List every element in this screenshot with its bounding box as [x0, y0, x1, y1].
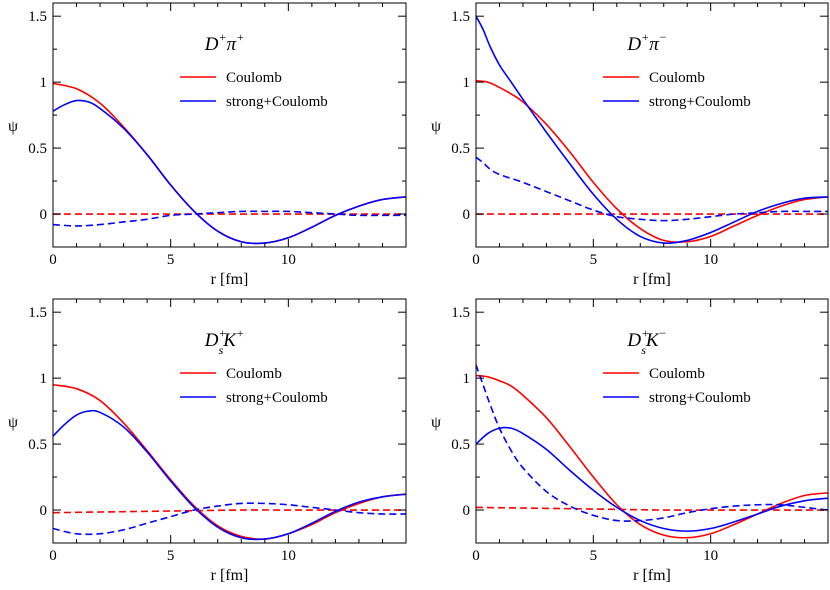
series-line-3: [476, 426, 828, 532]
title-partner-sup: +: [236, 326, 244, 340]
title-main-sub: s: [219, 343, 224, 357]
title-partner-sup: −: [659, 326, 667, 340]
series-line-4: [53, 210, 406, 227]
series-line-1: [53, 383, 406, 540]
y-tick-label: 0.5: [451, 437, 470, 453]
series-line-4: [476, 156, 828, 222]
panel-title: D+π−: [626, 30, 666, 55]
x-axis-label: r [fm]: [211, 271, 249, 288]
x-axis-label: r [fm]: [633, 271, 671, 288]
series-line-1: [476, 80, 828, 243]
x-tick-label: 10: [281, 548, 296, 564]
title-main-sup: +: [641, 326, 649, 340]
title-partner-sup: −: [659, 30, 667, 44]
plot-frame: [52, 298, 407, 544]
series-line-3: [53, 409, 406, 541]
title-partner-sup: +: [236, 30, 244, 44]
y-tick-label: 0.5: [451, 141, 470, 157]
series-line-3: [53, 99, 406, 245]
plot-frame: [475, 298, 829, 544]
x-tick-label: 10: [703, 252, 718, 268]
y-tick-label: 0: [463, 503, 471, 519]
x-tick-label: 0: [472, 252, 480, 268]
x-tick-label: 5: [590, 548, 598, 564]
title-main-sup: +: [219, 326, 227, 340]
y-tick-label: 0.5: [28, 437, 47, 453]
y-axis-label: ψ: [8, 118, 18, 135]
x-tick-label: 5: [590, 252, 598, 268]
y-axis-label: ψ: [431, 118, 441, 135]
series-group: [53, 383, 406, 541]
y-tick-label: 1: [463, 371, 471, 387]
y-tick-label: 1.5: [28, 9, 47, 25]
legend-label-strong-coulomb: strong+Coulomb: [226, 94, 328, 110]
legend-label-strong-coulomb: strong+Coulomb: [649, 94, 751, 110]
panel-2: 0 5 10 0 0.5 1 1.5 r [fm] ψ D+π− Coulomb strong+Cou…: [431, 2, 829, 288]
x-tick-label: 0: [49, 252, 57, 268]
legend-label-coulomb: Coulomb: [649, 70, 705, 86]
x-tick-label: 5: [167, 252, 175, 268]
legend-label-coulomb: Coulomb: [226, 366, 282, 382]
legend-label-coulomb: Coulomb: [226, 70, 282, 86]
panel-4: 0 5 10 0 0.5 1 1.5 r [fm] ψ D+ sK− Coulomb strong+Co…: [431, 298, 829, 584]
series-group: [53, 82, 406, 245]
title-main: D: [626, 34, 641, 55]
title-main: D: [204, 34, 219, 55]
title-main-sup: +: [641, 30, 649, 44]
title-partner: K: [645, 330, 660, 351]
y-axis-label: ψ: [431, 414, 441, 431]
series-line-3: [476, 15, 828, 244]
y-axis-label: ψ: [8, 414, 18, 431]
x-tick-label: 0: [49, 548, 57, 564]
y-tick-label: 1: [40, 75, 48, 91]
title-main-sup: +: [219, 30, 227, 44]
y-tick-label: 1.5: [451, 9, 470, 25]
title-partner: π: [227, 34, 237, 55]
title-main: D: [626, 330, 641, 351]
title-main: D: [204, 330, 219, 351]
y-tick-label: 1.5: [451, 305, 470, 321]
y-tick-label: 0: [40, 503, 48, 519]
y-tick-label: 0.5: [28, 141, 47, 157]
legend-label-strong-coulomb: strong+Coulomb: [649, 390, 751, 406]
title-partner: K: [222, 330, 237, 351]
y-tick-label: 1.5: [28, 305, 47, 321]
panel-title: D+ sK+: [204, 326, 244, 357]
y-tick-label: 0: [463, 207, 471, 223]
title-partner: π: [649, 34, 659, 55]
x-tick-label: 5: [167, 548, 175, 564]
series-group: [476, 364, 828, 539]
series-line-4: [476, 364, 828, 522]
plot-frame: [52, 2, 407, 248]
title-main-sub: s: [641, 343, 646, 357]
series-line-2: [53, 509, 406, 514]
x-tick-label: 0: [472, 548, 480, 564]
y-tick-label: 1: [463, 75, 471, 91]
series-line-2: [476, 506, 828, 511]
x-tick-label: 10: [281, 252, 296, 268]
panel-title: D+π+: [204, 30, 244, 55]
legend-label-strong-coulomb: strong+Coulomb: [226, 390, 328, 406]
x-tick-label: 10: [703, 548, 718, 564]
y-tick-label: 1: [40, 371, 48, 387]
series-line-4: [53, 502, 406, 536]
series-group: [476, 15, 828, 244]
x-axis-label: r [fm]: [211, 567, 249, 584]
x-axis-label: r [fm]: [633, 567, 671, 584]
plot-frame: [475, 2, 829, 248]
panel-title: D+ sK−: [626, 326, 666, 357]
legend-label-coulomb: Coulomb: [649, 366, 705, 382]
y-tick-label: 0: [40, 207, 48, 223]
